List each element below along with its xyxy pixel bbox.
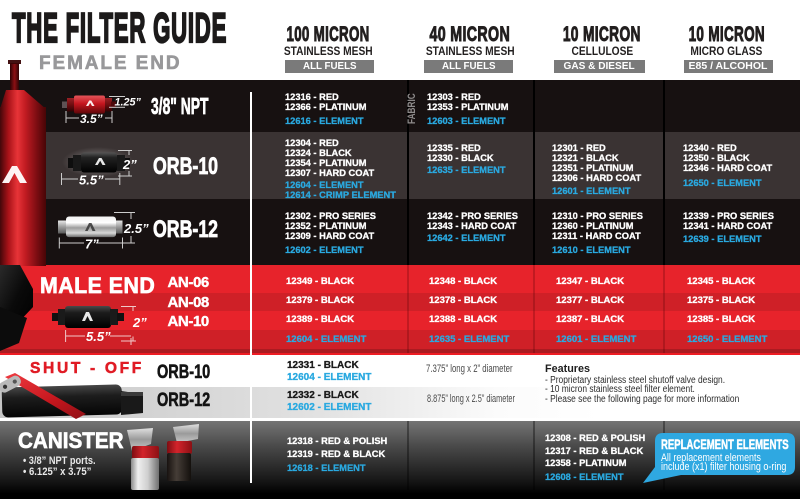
- svg-text:2”: 2”: [122, 157, 137, 172]
- svg-text:5.5”: 5.5”: [79, 173, 104, 188]
- svg-text:7”: 7”: [85, 237, 99, 252]
- svg-text:1.25”: 1.25”: [115, 97, 142, 109]
- svg-text:2.5”: 2.5”: [123, 221, 149, 236]
- svg-text:5.5”: 5.5”: [86, 329, 111, 344]
- svg-text:3.5”: 3.5”: [80, 112, 103, 126]
- svg-text:2”: 2”: [132, 315, 147, 330]
